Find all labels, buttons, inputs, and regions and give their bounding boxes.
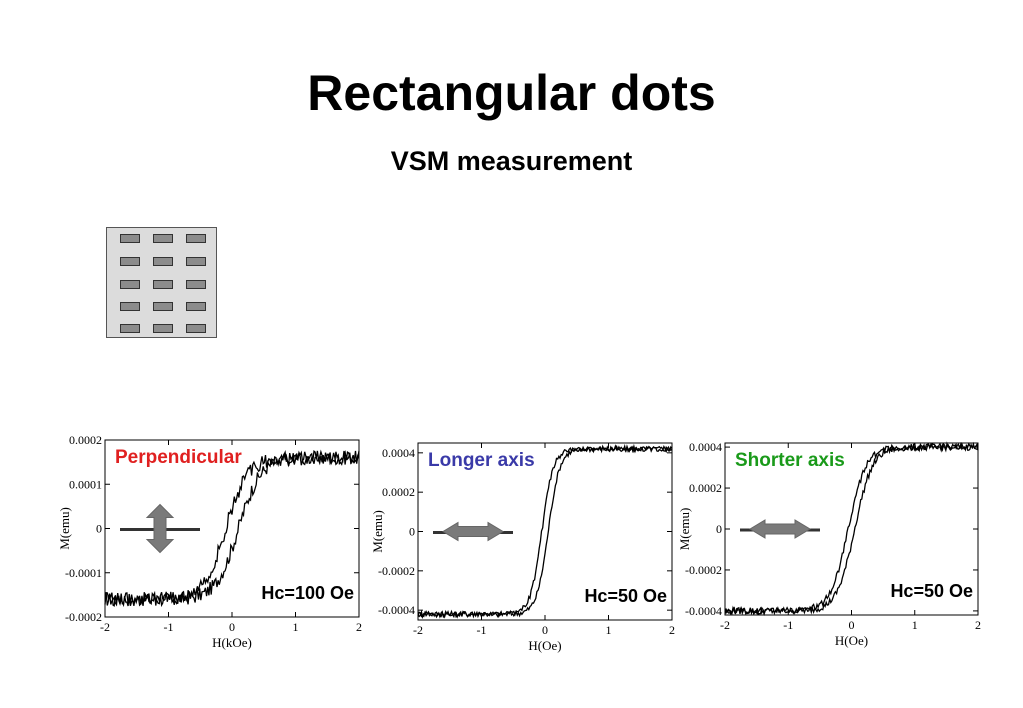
x-tick-label: -2 [100,620,110,634]
series-line-descending [104,449,360,607]
dot-icon [186,324,206,333]
y-tick-label: -0.0001 [65,566,102,580]
x-tick-label: 2 [975,618,981,632]
x-tick-label: 1 [606,623,612,637]
y-tick-label: -0.0004 [378,603,415,617]
chart-longer-axis: -2 -1 0 1 2 0.0004 0.0002 0 -0.0002 -0.0004 H(Oe) M… [370,442,675,653]
y-tick-label: 0.0001 [69,477,102,491]
x-tick-label: 2 [356,620,362,634]
series-line-ascending [104,450,360,608]
x-tick-label: 0 [849,618,855,632]
x-tick-label: -1 [164,620,174,634]
dot-icon [120,302,140,311]
x-tick-label: -1 [477,623,487,637]
y-axis-label: M(emu) [677,508,692,551]
dot-icon [120,234,140,243]
field-arrow-horizontal-icon [442,521,504,542]
dot-icon [186,280,206,289]
chart-perpendicular: -2 -1 0 1 2 0.0002 0.0001 0 -0.0001 -0.0002 H(kOe)… [57,433,362,650]
coercivity-annotation: Hc=100 Oe [261,583,354,603]
field-arrow-horizontal-icon [749,519,811,539]
slide-subtitle: VSM measurement [390,146,633,176]
slide-title: Rectangular dots [307,65,716,121]
orientation-label: Longer axis [428,450,535,471]
y-tick-label: -0.0002 [65,610,102,624]
dot-icon [120,280,140,289]
dot-icon [186,302,206,311]
y-tick-label: 0 [409,525,415,539]
dot-icon [153,257,173,266]
y-axis-label: M(emu) [57,507,72,550]
y-tick-label: 0.0004 [382,446,415,460]
x-axis-label: H(Oe) [528,638,561,653]
x-axis-label: H(Oe) [835,633,868,648]
series-line-descending [724,441,979,616]
orientation-label: Perpendicular [115,447,242,468]
dot-icon [153,324,173,333]
x-tick-label: -1 [783,618,793,632]
series-line-descending [417,443,673,620]
y-axis-label: M(emu) [370,510,385,553]
y-tick-label: 0.0002 [69,433,102,447]
y-tick-label: 0 [716,522,722,536]
x-tick-label: 2 [669,623,675,637]
x-tick-label: 0 [542,623,548,637]
y-tick-label: -0.0002 [685,563,722,577]
y-tick-label: 0.0002 [382,485,415,499]
coercivity-annotation: Hc=50 Oe [584,586,667,606]
x-tick-label: -2 [413,623,423,637]
dot-icon [153,234,173,243]
dot-icon [186,257,206,266]
rectangular-dots-sample-icon [106,227,217,338]
dot-icon [153,280,173,289]
dot-icon [120,257,140,266]
x-tick-label: -2 [720,618,730,632]
coercivity-annotation: Hc=50 Oe [890,581,973,601]
dot-icon [120,324,140,333]
y-tick-label: 0 [96,522,102,536]
y-tick-label: 0.0002 [689,481,722,495]
orientation-label: Shorter axis [735,450,845,471]
field-arrow-vertical-icon [145,503,175,554]
dot-icon [186,234,206,243]
y-tick-label: 0.0004 [689,440,722,454]
y-tick-label: -0.0004 [685,604,722,618]
y-tick-label: -0.0002 [378,564,415,578]
x-tick-label: 0 [229,620,235,634]
x-tick-label: 1 [293,620,299,634]
x-axis-label: H(kOe) [212,635,252,650]
dot-icon [153,302,173,311]
chart-shorter-axis: -2 -1 0 1 2 0.0004 0.0002 0 -0.0002 -0.0004 H(Oe) M… [677,440,981,648]
x-tick-label: 1 [912,618,918,632]
